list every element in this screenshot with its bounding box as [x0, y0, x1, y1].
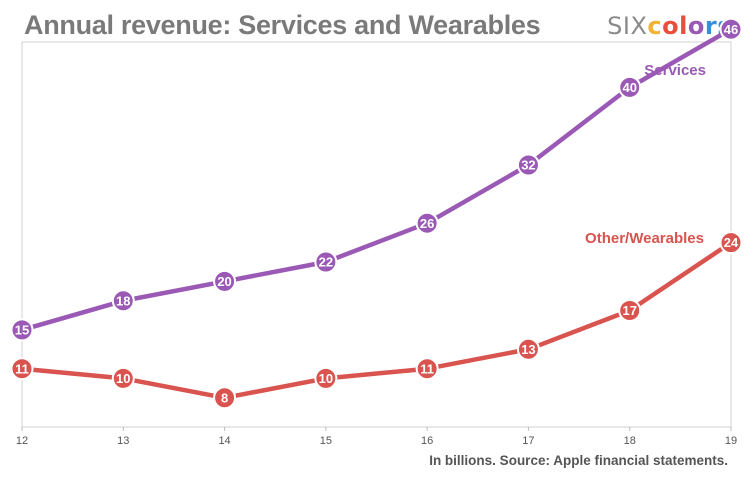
- data-point: [415, 211, 439, 235]
- series-line: [19, 26, 734, 333]
- logo-letter: o: [687, 12, 705, 40]
- data-label: 17: [622, 303, 636, 318]
- x-tick-label: 15: [320, 435, 332, 447]
- data-label: 11: [15, 361, 29, 376]
- x-tick-label: 13: [117, 435, 129, 447]
- series-name-label: Services: [644, 62, 706, 79]
- logo-prefix: SIX: [607, 12, 648, 40]
- data-point: [415, 357, 439, 381]
- source-note: In billions. Source: Apple financial sta…: [429, 453, 728, 468]
- x-tick-label: 19: [725, 435, 737, 447]
- data-point: [213, 386, 237, 410]
- series-name-label: Other/Wearables: [585, 230, 704, 247]
- logo-letter: o: [662, 12, 680, 40]
- data-point: [111, 289, 135, 313]
- data-point: [314, 250, 338, 274]
- x-tick-label: 18: [624, 435, 636, 447]
- data-label: 22: [319, 255, 333, 270]
- data-point: [516, 337, 540, 361]
- data-point: [719, 17, 743, 41]
- data-label: 40: [622, 80, 636, 95]
- data-point: [618, 299, 642, 322]
- chart-title: Annual revenue: Services and Wearables: [24, 10, 541, 40]
- x-tick-label: 17: [522, 435, 534, 447]
- data-point: [10, 318, 34, 342]
- series-wearables: 11 10 8 10 11 13 17 24 Other/Wearables: [10, 230, 743, 410]
- data-label: 11: [420, 361, 434, 376]
- data-label: 20: [217, 274, 231, 289]
- data-point: [111, 366, 135, 390]
- series-layer: 15 18 20 22 26 32 40 46 Services 11 10 8 10 11 13 17 24 O…: [10, 17, 743, 410]
- data-label: 15: [15, 323, 29, 338]
- series-line: [19, 240, 734, 401]
- data-label: 18: [116, 293, 130, 308]
- logo-letter: r: [704, 12, 718, 40]
- data-label: 13: [521, 342, 535, 357]
- x-axis-ticks: 12 13 14 15 16 17 18 19: [16, 427, 737, 447]
- x-tick-label: 16: [421, 435, 433, 447]
- data-label: 26: [420, 216, 434, 231]
- data-point: [10, 357, 34, 381]
- data-point: [213, 269, 237, 293]
- data-label: 10: [116, 371, 130, 386]
- data-point: [516, 153, 540, 177]
- logo-letter: c: [647, 12, 663, 40]
- logo-letter: l: [679, 12, 688, 40]
- data-label: 32: [521, 158, 535, 173]
- data-label: 24: [724, 235, 739, 250]
- series-services: 15 18 20 22 26 32 40 46 Services: [10, 17, 743, 342]
- data-label: 10: [319, 371, 333, 386]
- data-label: 8: [221, 390, 228, 405]
- x-tick-label: 12: [16, 435, 28, 447]
- data-point: [314, 366, 338, 390]
- data-point: [719, 231, 743, 255]
- x-tick-label: 14: [218, 435, 230, 447]
- data-label: 46: [724, 22, 738, 37]
- data-point: [618, 75, 642, 99]
